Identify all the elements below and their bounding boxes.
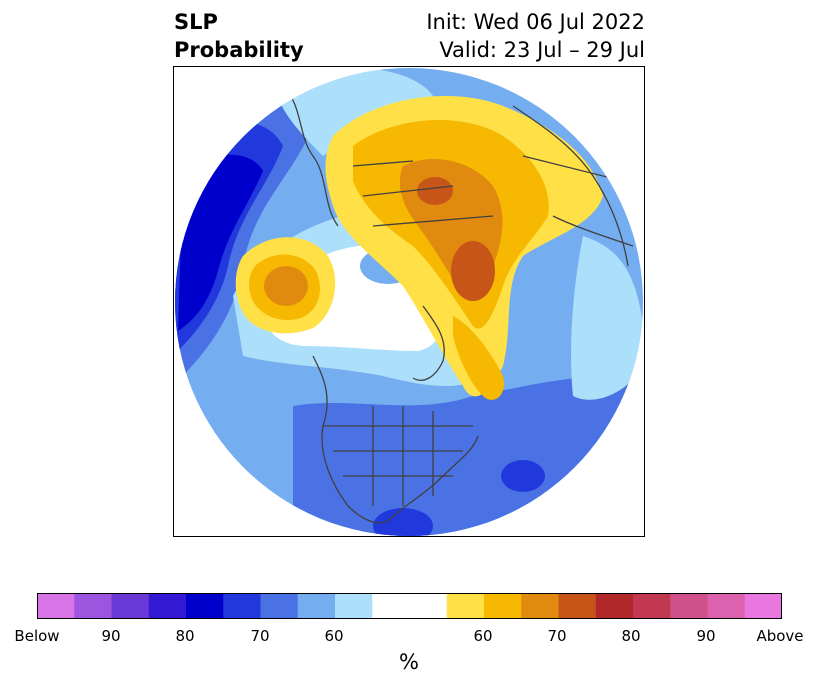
state-borders [323, 406, 473, 506]
colorbar-tick-label: Below [14, 627, 60, 645]
colorbar-segment [148, 593, 187, 619]
colorbar-segment [744, 593, 782, 619]
colorbar [37, 593, 782, 619]
colorbar-segment [111, 593, 150, 619]
map-dates: Init: Wed 06 Jul 2022 Valid: 23 Jul – 29… [426, 8, 645, 64]
colorbar-border [37, 593, 782, 619]
map-title: SLP Probability [174, 8, 304, 64]
valid-range: Valid: 23 Jul – 29 Jul [439, 38, 645, 62]
colorbar-segment [521, 593, 559, 619]
colorbar-tick-label: 70 [250, 627, 270, 645]
colorbar-segment [707, 593, 746, 619]
colorbar-tick-label: 90 [101, 627, 121, 645]
title-line-1: SLP [174, 10, 218, 34]
colorbar-tick-label: 70 [547, 627, 567, 645]
field-above-75-north [451, 241, 495, 301]
field-below-60-east [571, 236, 643, 400]
colorbar-tick-label: 60 [473, 627, 493, 645]
init-date: Init: Wed 06 Jul 2022 [426, 10, 645, 34]
field-below-80-west [178, 154, 263, 331]
field-above-65-south [453, 316, 504, 400]
colorbar-segment [595, 593, 634, 619]
colorbar-segment [186, 593, 224, 619]
title-line-2: Probability [174, 38, 304, 62]
asia-coast [282, 85, 339, 227]
colorbar-segment [335, 593, 373, 619]
colorbar-segment [409, 593, 448, 619]
colorbar-segment [484, 593, 522, 619]
colorbar-tick-label: Above [756, 627, 804, 645]
colorbar-tick-label: 80 [621, 627, 641, 645]
colorbar-segment [223, 593, 261, 619]
colorbar-segment [446, 593, 485, 619]
colorbar-tick-label: 80 [175, 627, 195, 645]
colorbar-segment [670, 593, 708, 619]
colorbar-segment [633, 593, 671, 619]
colorbar-tick-label: 60 [324, 627, 344, 645]
country-borders [352, 160, 494, 227]
field-above-75-north-2 [417, 177, 453, 205]
greenland-coast [412, 305, 445, 381]
probability-field [175, 68, 643, 536]
field-below-75-south-east [501, 460, 545, 492]
colorbar-segment [372, 593, 410, 619]
coastlines [282, 85, 643, 524]
field-above-70-west [264, 266, 308, 306]
colorbar-segment [74, 593, 112, 619]
map-frame [173, 66, 645, 537]
field-below-75-south [373, 508, 433, 536]
colorbar-segment [37, 593, 75, 619]
colorbar-tick-label: 90 [696, 627, 716, 645]
colorbar-segment [558, 593, 597, 619]
colorbar-unit: % [399, 650, 419, 674]
colorbar-segment [297, 593, 336, 619]
probability-map [173, 66, 645, 537]
colorbar-segment [260, 593, 299, 619]
field-below-60-north [273, 68, 433, 156]
